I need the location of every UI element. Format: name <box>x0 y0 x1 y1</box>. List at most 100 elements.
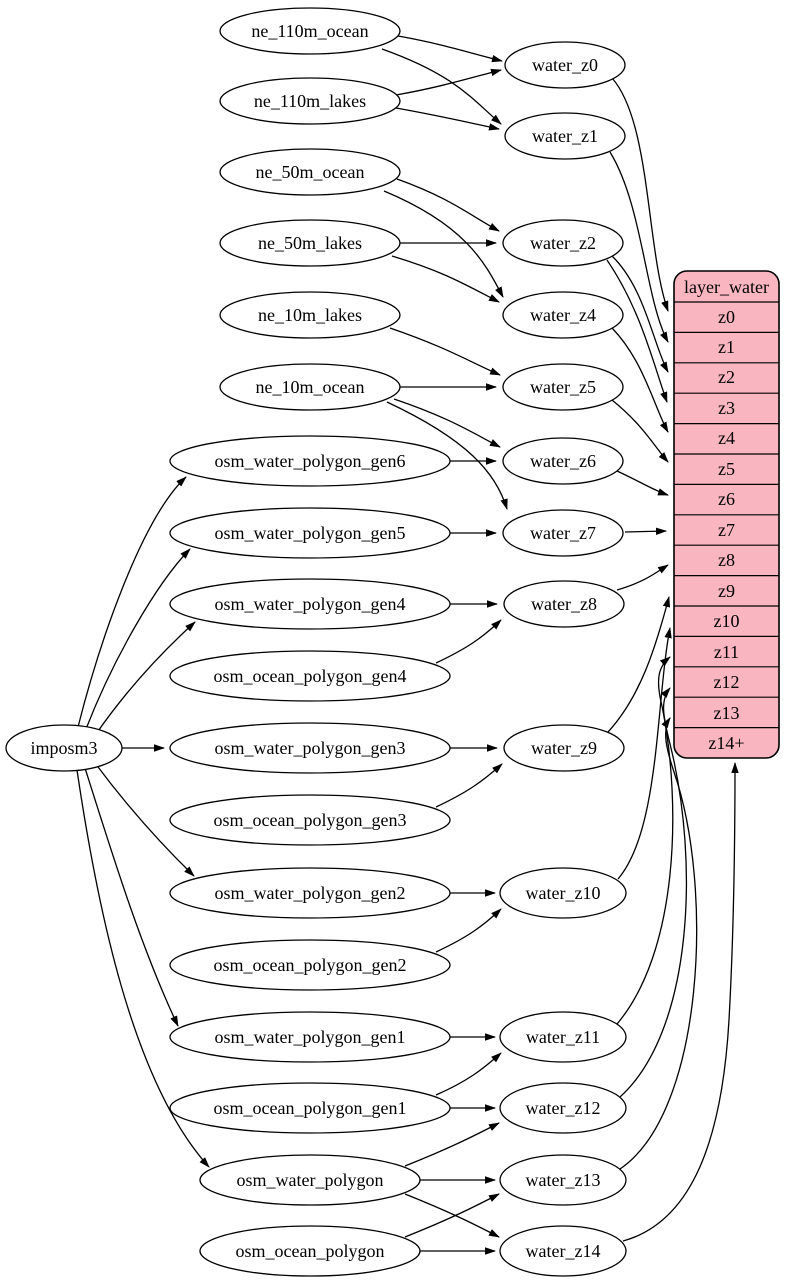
svg-text:osm_ocean_polygon_gen3: osm_ocean_polygon_gen3 <box>214 810 407 830</box>
node-osm-ocean-polygon-gen1: osm_ocean_polygon_gen1 <box>169 1082 451 1134</box>
svg-text:osm_water_polygon_gen1: osm_water_polygon_gen1 <box>215 1027 406 1047</box>
edge-ne_110m_lakes-to-water_z1 <box>395 107 500 131</box>
svg-text:water_z10: water_z10 <box>526 883 601 903</box>
edge-ne_10m_ocean-to-water_z6 <box>393 398 501 448</box>
node-water-z10: water_z10 <box>499 867 627 919</box>
node-osm-water-polygon: osm_water_polygon <box>199 1154 421 1206</box>
node-water-z2: water_z2 <box>502 219 624 267</box>
node-water-z4: water_z4 <box>502 291 624 339</box>
record-title: layer_water <box>684 277 769 297</box>
edge-ne_50m_lakes-to-water_z4 <box>391 255 500 303</box>
node-ne-50m-ocean: ne_50m_ocean <box>219 148 401 196</box>
node-water-z11: water_z11 <box>499 1011 627 1063</box>
node-osm-water-polygon-gen1: osm_water_polygon_gen1 <box>169 1011 451 1063</box>
edge-imposm3-to-osm_water_polygon_gen6 <box>77 476 187 728</box>
node-ne-50m-lakes: ne_50m_lakes <box>219 219 401 267</box>
edge-osm_ocean_polygon_gen4-to-water_z8 <box>435 619 502 664</box>
record-row-z13: z13 <box>714 703 740 723</box>
edge-ne_110m_lakes-to-water_z0 <box>395 68 502 96</box>
edge-water_z7-to-row-z7 <box>624 527 667 535</box>
svg-text:water_z1: water_z1 <box>532 126 598 146</box>
node-ne-10m-lakes: ne_10m_lakes <box>219 291 401 339</box>
node-water-z12: water_z12 <box>499 1082 627 1134</box>
svg-text:water_z13: water_z13 <box>526 1170 601 1190</box>
node-water-z1: water_z1 <box>504 112 626 160</box>
edge-osm_water_polygon-to-water_z12 <box>404 1122 500 1167</box>
svg-text:water_z14: water_z14 <box>526 1241 601 1261</box>
svg-text:osm_water_polygon_gen5: osm_water_polygon_gen5 <box>215 523 406 543</box>
record-row-z10: z10 <box>714 611 740 631</box>
node-water-z9: water_z9 <box>503 724 625 772</box>
svg-text:water_z12: water_z12 <box>526 1098 601 1118</box>
edge-ne_10m_lakes-to-water_z5 <box>389 327 501 376</box>
edge-water_z11-to-row-z11 <box>616 656 674 1025</box>
edge-water_z14-to-row-z14 <box>622 762 739 1242</box>
edge-water_z5-to-row-z5 <box>611 399 669 463</box>
svg-text:water_z0: water_z0 <box>532 55 598 75</box>
node-osm-water-polygon-gen6: osm_water_polygon_gen6 <box>169 435 451 487</box>
edge-osm_ocean_polygon_gen1-to-water_z11 <box>435 1052 502 1096</box>
node-ne-110m-lakes: ne_110m_lakes <box>219 77 401 125</box>
svg-text:water_z9: water_z9 <box>531 738 597 758</box>
edge-water_z1-to-row-z1 <box>609 151 669 343</box>
svg-text:water_z5: water_z5 <box>530 377 596 397</box>
node-water-z7: water_z7 <box>502 509 624 557</box>
node-ne-10m-ocean: ne_10m_ocean <box>219 363 401 411</box>
record-row-z5: z5 <box>718 459 735 479</box>
edge-water_z8-to-row-z8 <box>616 564 669 591</box>
record-row-z1: z1 <box>718 337 735 357</box>
edge-water_z2-to-row-z3 <box>606 259 668 403</box>
node-osm-ocean-polygon-gen3: osm_ocean_polygon_gen3 <box>169 794 451 846</box>
record-row-z4: z4 <box>718 428 735 448</box>
record-row-z9: z9 <box>718 581 735 601</box>
edge-water_z2-to-row-z2 <box>611 255 669 373</box>
nodes: ne_110m_ocean ne_110m_lakes ne_50m_ocean… <box>5 7 627 1277</box>
node-osm-water-polygon-gen2: osm_water_polygon_gen2 <box>169 867 451 919</box>
edge-ne_110m_ocean-to-water_z0 <box>397 35 503 63</box>
svg-text:osm_water_polygon_gen4: osm_water_polygon_gen4 <box>215 594 406 614</box>
record-row-z3: z3 <box>718 398 735 418</box>
node-osm-ocean-polygon: osm_ocean_polygon <box>199 1225 421 1277</box>
svg-text:water_z8: water_z8 <box>531 594 597 614</box>
record-layer-water: layer_water z0 z1 z2 z3 z4 z5 z6 z7 z8 z… <box>673 270 780 759</box>
edge-imposm3-to-osm_water_polygon_gen4 <box>95 621 196 735</box>
svg-text:ne_10m_ocean: ne_10m_ocean <box>256 377 365 397</box>
edges <box>76 35 739 1255</box>
node-water-z6: water_z6 <box>502 437 624 485</box>
record-row-z2: z2 <box>718 367 735 387</box>
svg-text:osm_water_polygon_gen2: osm_water_polygon_gen2 <box>215 883 406 903</box>
svg-text:water_z7: water_z7 <box>530 523 596 543</box>
edge-ne_110m_ocean-to-water_z1 <box>381 48 502 125</box>
svg-text:water_z4: water_z4 <box>530 305 596 325</box>
svg-text:ne_50m_ocean: ne_50m_ocean <box>256 162 365 182</box>
edge-water_z9-to-row-z9 <box>607 596 671 733</box>
svg-text:osm_water_polygon: osm_water_polygon <box>237 1170 384 1190</box>
record-row-z6: z6 <box>718 489 735 509</box>
svg-text:osm_water_polygon_gen3: osm_water_polygon_gen3 <box>215 738 406 758</box>
edge-imposm3-to-osm_water_polygon_gen5 <box>85 548 191 730</box>
node-ne-110m-ocean: ne_110m_ocean <box>219 7 401 55</box>
svg-text:ne_110m_lakes: ne_110m_lakes <box>254 91 366 111</box>
node-water-z5: water_z5 <box>502 363 624 411</box>
record-row-z14: z14+ <box>708 733 744 753</box>
node-water-z0: water_z0 <box>504 41 626 89</box>
svg-text:imposm3: imposm3 <box>30 738 97 758</box>
node-water-z14: water_z14 <box>499 1225 627 1277</box>
svg-text:water_z6: water_z6 <box>530 451 596 471</box>
record-row-z7: z7 <box>718 520 735 540</box>
edge-water_z0-to-row-z0 <box>611 77 669 312</box>
edge-imposm3-to-osm_water_polygon_gen2 <box>94 762 195 877</box>
edge-ne_10m_ocean-to-water_z7 <box>386 401 508 510</box>
node-osm-water-polygon-gen4: osm_water_polygon_gen4 <box>169 578 451 630</box>
node-imposm3: imposm3 <box>5 724 123 772</box>
node-osm-water-polygon-gen3: osm_water_polygon_gen3 <box>169 722 451 774</box>
svg-text:osm_ocean_polygon_gen4: osm_ocean_polygon_gen4 <box>214 666 407 686</box>
node-water-z8: water_z8 <box>503 580 625 628</box>
node-osm-ocean-polygon-gen2: osm_ocean_polygon_gen2 <box>169 939 451 991</box>
svg-text:ne_10m_lakes: ne_10m_lakes <box>258 305 362 325</box>
edge-ne_50m_ocean-to-water_z4 <box>383 190 504 298</box>
svg-text:ne_50m_lakes: ne_50m_lakes <box>258 233 362 253</box>
svg-text:osm_ocean_polygon: osm_ocean_polygon <box>236 1241 385 1261</box>
record-row-z8: z8 <box>718 550 735 570</box>
